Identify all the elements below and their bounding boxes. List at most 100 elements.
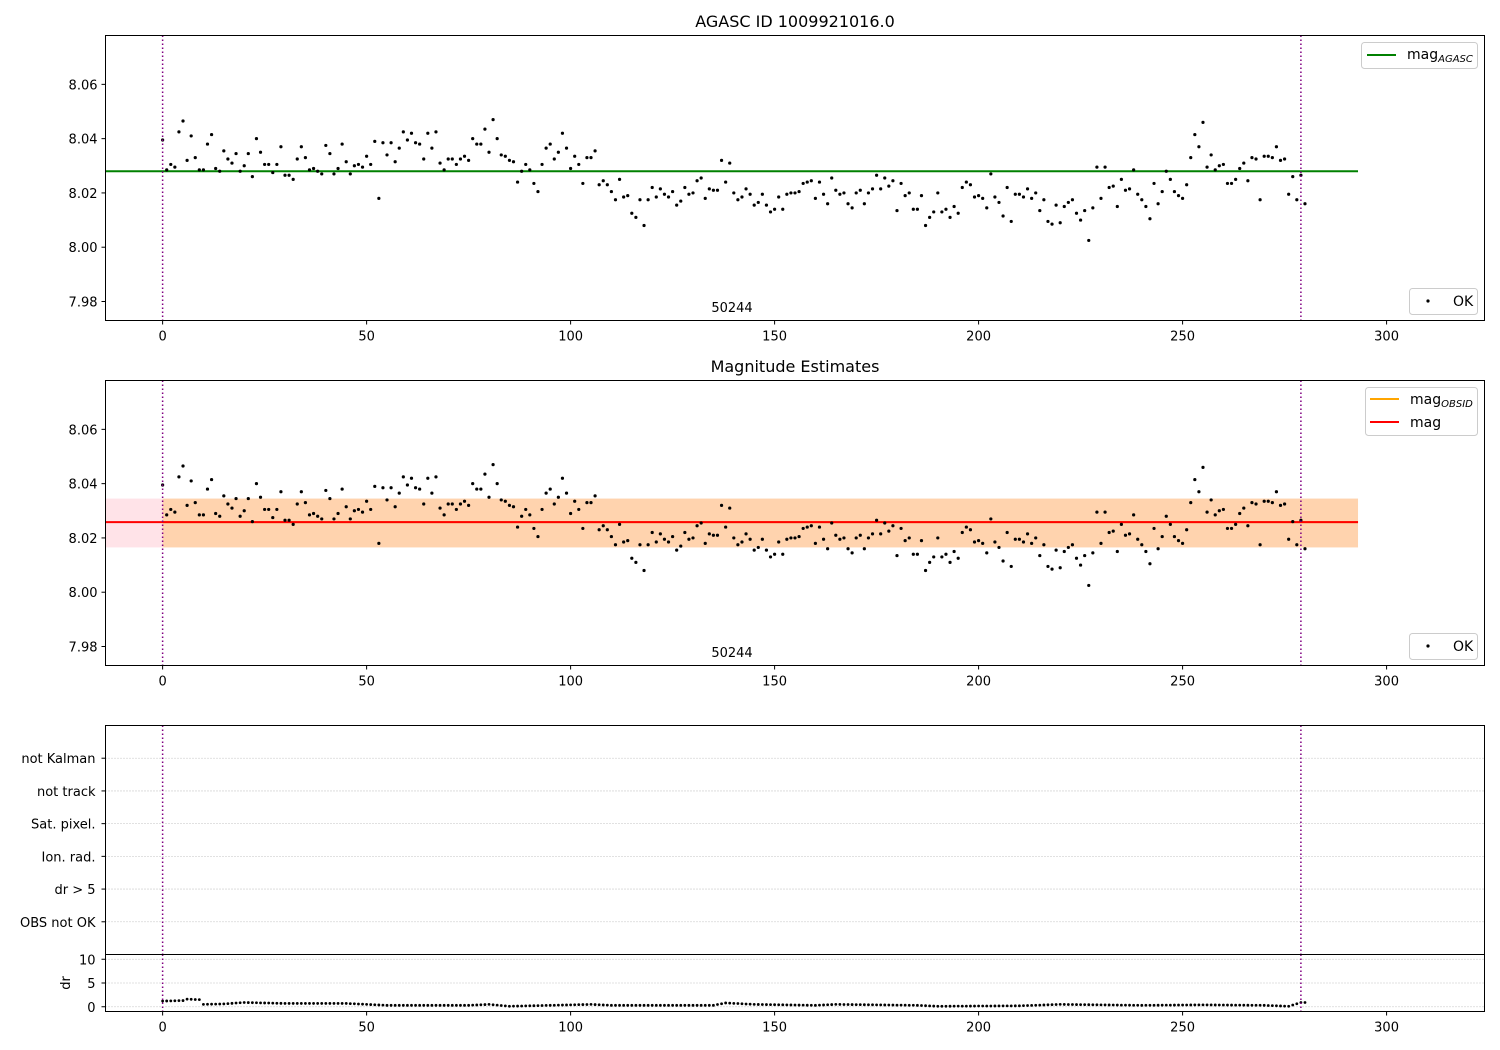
data-point xyxy=(1176,194,1181,198)
dr-point xyxy=(769,1003,772,1007)
data-point xyxy=(834,533,838,537)
data-point xyxy=(1234,522,1238,526)
x-tick-label: 150 xyxy=(762,675,787,690)
dr-point xyxy=(883,1003,887,1007)
data-point xyxy=(675,203,679,207)
legend-label-mag-obsid-main: mag xyxy=(1410,392,1441,408)
dr-point xyxy=(630,1003,634,1007)
data-point xyxy=(1205,165,1209,169)
dr-point xyxy=(1303,1001,1307,1004)
data-point xyxy=(307,168,312,172)
dr-point xyxy=(699,1003,703,1007)
dr-point xyxy=(728,1001,732,1005)
data-point xyxy=(503,499,507,503)
dr-point xyxy=(936,1004,940,1008)
data-point xyxy=(1180,196,1185,200)
dr-point xyxy=(401,1003,405,1007)
data-point xyxy=(540,162,544,167)
data-point xyxy=(883,521,887,525)
data-point xyxy=(1083,208,1087,213)
data-point xyxy=(1099,541,1103,545)
data-point xyxy=(1164,514,1168,518)
agasc-line-legend[interactable]: magAGASC xyxy=(1361,42,1478,69)
dr-point xyxy=(230,1001,234,1005)
dr-point xyxy=(279,1001,283,1005)
flag-label: Sat. pixel. xyxy=(31,818,95,833)
data-point xyxy=(846,547,850,551)
dr-y-tick-label: 10 xyxy=(79,953,96,968)
data-point xyxy=(1238,166,1242,171)
data-point xyxy=(1282,502,1287,506)
data-point xyxy=(985,551,989,555)
dr-point xyxy=(548,1003,552,1007)
data-point xyxy=(691,191,695,195)
dr-point xyxy=(724,1001,728,1005)
dr-point xyxy=(1091,1003,1095,1007)
data-point xyxy=(479,142,483,146)
data-point xyxy=(397,146,401,150)
dr-point xyxy=(1148,1003,1152,1007)
data-point xyxy=(483,472,487,476)
data-point xyxy=(385,153,389,157)
data-point xyxy=(267,162,271,167)
dr-point xyxy=(826,1003,830,1007)
data-point xyxy=(230,506,234,510)
data-point xyxy=(1258,543,1262,547)
dr-point xyxy=(981,1004,985,1008)
dr-point xyxy=(556,1003,560,1007)
data-point xyxy=(1021,540,1026,544)
dr-point xyxy=(365,1002,369,1006)
data-point xyxy=(650,185,654,190)
dr-point xyxy=(777,1003,781,1007)
data-point xyxy=(956,211,960,215)
data-point xyxy=(218,514,222,518)
data-point xyxy=(303,501,308,505)
dr-point xyxy=(618,1003,621,1007)
data-point xyxy=(842,536,846,540)
data-point xyxy=(316,169,320,173)
data-point xyxy=(609,189,614,194)
dr-point xyxy=(1266,1004,1270,1007)
dr-point xyxy=(1291,1003,1295,1007)
legend-label-ok-2: OK xyxy=(1453,639,1474,655)
x-tick-label: 300 xyxy=(1374,1021,1399,1036)
data-point xyxy=(271,170,275,175)
dr-point xyxy=(834,1002,838,1006)
data-point xyxy=(993,195,997,199)
data-point xyxy=(283,518,287,522)
dr-point xyxy=(565,1003,568,1007)
data-point xyxy=(201,168,206,172)
data-point xyxy=(511,160,516,164)
dr-point xyxy=(915,1003,919,1007)
x-tick-label: 150 xyxy=(762,1021,787,1036)
data-point xyxy=(291,522,295,526)
data-point xyxy=(430,146,434,150)
data-point xyxy=(250,520,254,524)
data-point xyxy=(393,505,397,509)
data-point xyxy=(1017,537,1021,541)
agasc-points-legend[interactable]: OK xyxy=(1409,288,1478,315)
dr-point xyxy=(1030,1003,1034,1007)
data-point xyxy=(1221,162,1225,167)
dr-point xyxy=(377,1003,381,1007)
data-point xyxy=(666,540,671,544)
legend-label-mag-subscript: AGASC xyxy=(1437,54,1473,65)
data-point xyxy=(1107,530,1111,535)
estimates-points-legend[interactable]: OK xyxy=(1409,633,1478,660)
dr-point xyxy=(597,1003,601,1007)
dr-point xyxy=(822,1003,825,1007)
dr-point xyxy=(964,1004,968,1008)
data-point xyxy=(356,507,361,512)
y-tick-label: 8.00 xyxy=(69,586,98,601)
data-point xyxy=(899,526,903,531)
estimates-line-legend[interactable]: magOBSID mag xyxy=(1365,387,1478,436)
data-point xyxy=(1291,175,1295,179)
dr-point xyxy=(1156,1003,1160,1007)
data-point xyxy=(736,198,740,202)
dr-point xyxy=(679,1003,683,1007)
data-point xyxy=(173,165,177,169)
data-point xyxy=(1270,501,1274,505)
dr-point xyxy=(369,1003,373,1006)
data-point xyxy=(1038,208,1042,213)
dr-point xyxy=(977,1004,980,1008)
